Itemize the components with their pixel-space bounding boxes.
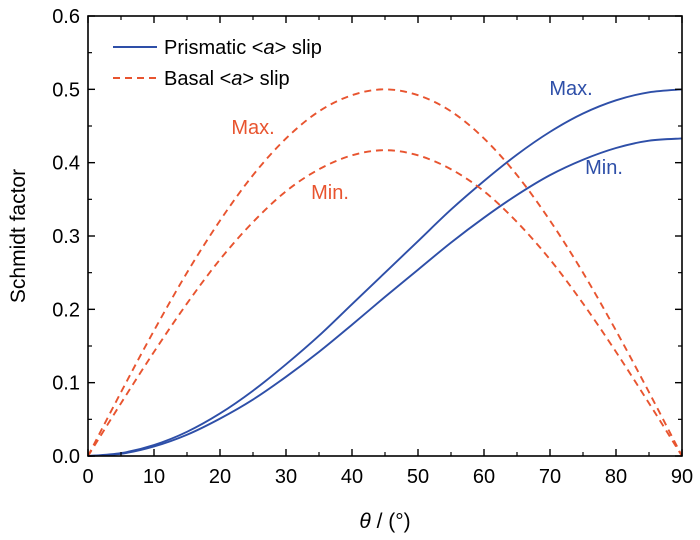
x-axis-label-symbol: θ — [359, 510, 371, 533]
legend-label: Basal <a> slip — [164, 68, 290, 90]
x-axis-ticks — [87, 16, 683, 456]
y-tick-label: 0.0 — [52, 446, 80, 468]
x-tick-label: 60 — [473, 466, 495, 488]
curve-labels: Max. Min. Max. Min. — [231, 78, 623, 204]
y-tick-label: 0.2 — [52, 299, 80, 321]
series-1-min-line — [87, 149, 683, 457]
y-axis-ticks — [88, 15, 682, 457]
curve-label-max: Max. — [549, 78, 592, 100]
x-tick-label: 70 — [539, 466, 561, 488]
y-tick-label: 0.1 — [52, 373, 80, 395]
legend-label-post: > slip — [242, 68, 289, 90]
x-axis-label: θ / (°) — [359, 510, 410, 533]
x-tick-label: 0 — [82, 466, 93, 488]
y-tick-label: 0.6 — [52, 6, 80, 28]
x-axis-label-unit: / (°) — [371, 510, 411, 533]
x-tick-label: 40 — [341, 466, 363, 488]
y-axis-label: Schmidt factor — [7, 169, 30, 303]
curves-group — [87, 88, 683, 457]
x-tick-label: 30 — [275, 466, 297, 488]
curve-label-min: Min. — [311, 182, 349, 204]
curve-label-min: Min. — [585, 157, 623, 179]
y-axis-tick-labels: 0.0 0.1 0.2 0.3 0.4 0.5 0.6 — [52, 6, 80, 468]
legend-label-symbol: a — [263, 37, 274, 59]
x-tick-label: 90 — [671, 466, 693, 488]
x-tick-label: 20 — [209, 466, 231, 488]
legend-label: Prismatic <a> slip — [164, 37, 322, 59]
y-tick-label: 0.3 — [52, 226, 80, 248]
legend-label-pre: Prismatic < — [164, 37, 263, 59]
legend-label-pre: Basal < — [164, 68, 231, 90]
x-tick-label: 50 — [407, 466, 429, 488]
legend-label-symbol: a — [231, 68, 242, 90]
y-tick-label: 0.4 — [52, 153, 80, 175]
x-tick-label: 80 — [605, 466, 627, 488]
series-0-min-line — [87, 137, 683, 457]
curve-label-max: Max. — [231, 117, 274, 139]
y-tick-label: 0.5 — [52, 79, 80, 101]
legend-label-post: > slip — [275, 37, 322, 59]
series-0-max-line — [87, 88, 683, 457]
x-tick-label: 10 — [143, 466, 165, 488]
x-axis-tick-labels: 0 10 20 30 40 50 60 70 80 90 — [82, 466, 693, 488]
